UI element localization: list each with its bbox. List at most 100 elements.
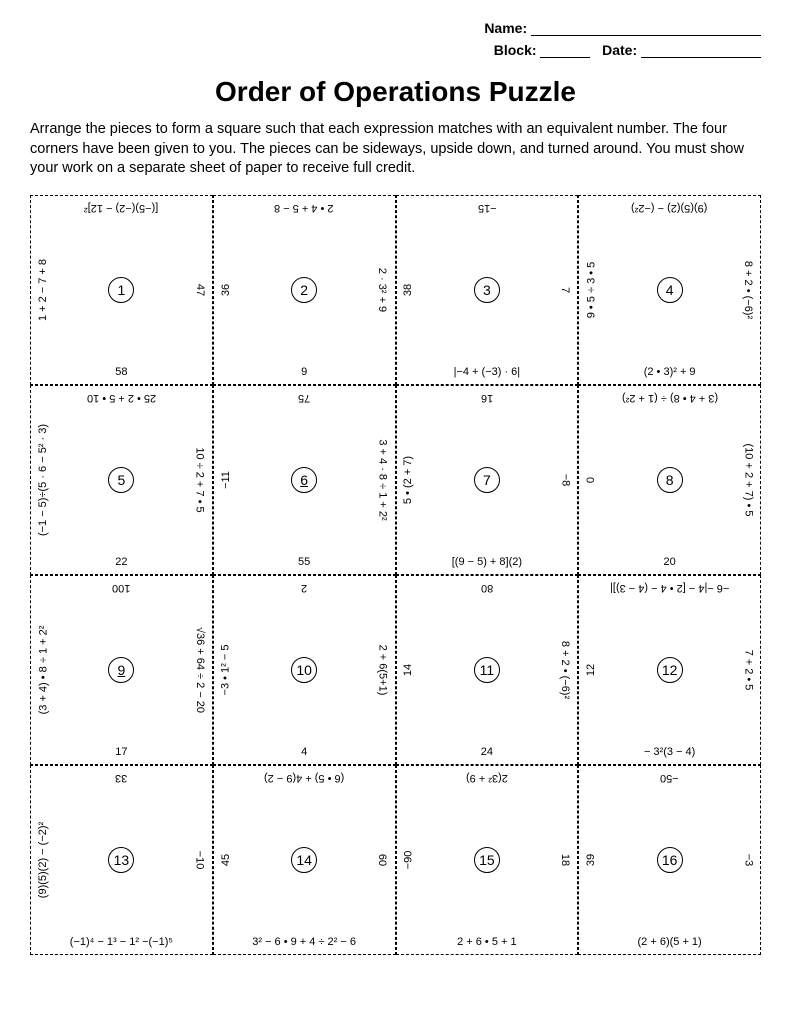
piece-edge-bottom: (2 • 3)² + 9 [579,360,760,384]
piece-edge-right: 2 · 3² + 9 [371,196,395,384]
piece-edge-right: −10 [188,766,212,954]
piece-number: 10 [291,657,317,683]
piece-edge-top: [(−5)(−2) − 12]² [31,196,212,220]
piece-edge-left: −11 [214,386,238,574]
puzzle-piece-4: 4 (9)(5)(2) − (−2²)8 + 2 • (−6)²(2 • 3)² … [578,195,761,385]
piece-edge-left: 14 [397,576,421,764]
piece-edge-left: (3 + 4) • 8 ÷ 1 + 2² [31,576,55,764]
puzzle-piece-15: 15 2(3² + 9)182 + 6 • 5 + 1−90 [396,765,579,955]
piece-edge-bottom: 4 [214,740,395,764]
block-date-line: Block: Date: [30,42,761,58]
piece-edge-left: −90 [397,766,421,954]
piece-edge-left: 36 [214,196,238,384]
piece-number: 4 [657,277,683,303]
piece-edge-bottom: (−1)⁴ − 1³ − 1² −(−1)⁵ [31,930,212,954]
piece-edge-bottom: 22 [31,550,212,574]
puzzle-piece-11: 11 808 + 2 • (−6)²2414 [396,575,579,765]
piece-number: 9 [108,657,134,683]
piece-edge-left: −3 • 1² − 5 [214,576,238,764]
piece-number: 7 [474,467,500,493]
piece-edge-left: 39 [579,766,603,954]
piece-edge-top: (6 • 5) + 4(9 − 2) [214,766,395,790]
piece-edge-left: 1 + 2 − 7 + 8 [31,196,55,384]
piece-edge-right: 10 ÷ 2 + 7 • 5 [188,386,212,574]
piece-number: 13 [108,847,134,873]
puzzle-piece-5: 525 • 2 + 5 • 1010 ÷ 2 + 7 • 522(−1 − 5)… [30,385,213,575]
piece-edge-bottom: 9 [214,360,395,384]
puzzle-piece-3: 3 −157|−4 + (−3) · 6|38 [396,195,579,385]
piece-edge-right: 8 + 2 • (−6)² [553,576,577,764]
piece-edge-bottom: 24 [397,740,578,764]
piece-number: 8 [657,467,683,493]
piece-edge-bottom: [(9 − 5) + 8](2) [397,550,578,574]
piece-edge-bottom: 2 + 6 • 5 + 1 [397,930,578,954]
piece-edge-top: 75 [214,386,395,410]
puzzle-piece-10: 10 22 + 6(5+1)4−3 • 1² − 5 [213,575,396,765]
puzzle-piece-6: 6753 + 4 · 8 ÷ 1 + 2²55−11 [213,385,396,575]
instructions-text: Arrange the pieces to form a square such… [30,120,761,179]
piece-edge-left: 9 • 5 ÷ 3 • 5 [579,196,603,384]
piece-edge-bottom: 17 [31,740,212,764]
piece-edge-bottom: 3² − 6 • 9 + 4 ÷ 2² − 6 [214,930,395,954]
piece-number: 5 [108,467,134,493]
piece-edge-bottom: 20 [579,550,760,574]
piece-edge-right: −3 [736,766,760,954]
piece-number: 2 [291,277,317,303]
piece-edge-left: 38 [397,196,421,384]
piece-edge-top: 2 [214,576,395,600]
piece-number: 6 [291,467,317,493]
puzzle-piece-1: 1 [(−5)(−2) − 12]²47581 + 2 − 7 + 8 [30,195,213,385]
piece-edge-bottom: 58 [31,360,212,384]
name-blank [531,22,761,36]
piece-edge-top: −15 [397,196,578,220]
piece-edge-left: 12 [579,576,603,764]
piece-edge-right: 8 + 2 • (−6)² [736,196,760,384]
piece-edge-top: 80 [397,576,578,600]
piece-edge-right: 47 [188,196,212,384]
piece-edge-top: 100 [31,576,212,600]
date-label: Date: [602,42,637,58]
piece-edge-right: 7 + 2 • 5 [736,576,760,764]
block-blank [540,44,590,58]
piece-edge-right: 2 + 6(5+1) [371,576,395,764]
piece-edge-top: 2 • 4 + 5 − 8 [214,196,395,220]
piece-edge-bottom: 55 [214,550,395,574]
piece-edge-right: −8 [553,386,577,574]
block-label: Block: [494,42,537,58]
piece-edge-left: (9)(5)(2) − (−2)² [31,766,55,954]
piece-edge-top: (9)(5)(2) − (−2²) [579,196,760,220]
piece-edge-top: 25 • 2 + 5 • 10 [31,386,212,410]
piece-edge-top: 16 [397,386,578,410]
piece-number: 1 [108,277,134,303]
piece-edge-top: 2(3² + 9) [397,766,578,790]
piece-edge-left: 45 [214,766,238,954]
piece-edge-bottom: (2 + 6)(5 + 1) [579,930,760,954]
piece-number: 3 [474,277,500,303]
puzzle-piece-7: 716−8[(9 − 5) + 8](2)5 • (2 + 7) [396,385,579,575]
puzzle-piece-16: 16−50−3(2 + 6)(5 + 1)39 [578,765,761,955]
piece-edge-top: (3 + 4 • 8) ÷ (1 + 2²) [579,386,760,410]
piece-number: 12 [657,657,683,683]
puzzle-piece-14: 14 (6 • 5) + 4(9 − 2)603² − 6 • 9 + 4 ÷ 2… [213,765,396,955]
piece-edge-right: (10 + 2 + 7) • 5 [736,386,760,574]
piece-edge-right: 18 [553,766,577,954]
piece-edge-bottom: − 3²(3 − 4) [579,740,760,764]
puzzle-piece-13: 1333−10(−1)⁴ − 1³ − 1² −(−1)⁵(9)(5)(2) −… [30,765,213,955]
date-blank [641,44,761,58]
puzzle-piece-12: 12−6 −|4 − [2 • 4 − (4 − 3)]|7 + 2 • 5− … [578,575,761,765]
piece-edge-right: 7 [553,196,577,384]
piece-edge-top: −50 [579,766,760,790]
piece-number: 14 [291,847,317,873]
piece-edge-top: −6 −|4 − [2 • 4 − (4 − 3)]| [579,576,760,600]
puzzle-grid: 1[(−5)(−2) − 12]²47581 + 2 − 7 + 822 • 4… [30,195,761,955]
page-title: Order of Operations Puzzle [30,76,761,108]
name-line: Name: [30,20,761,36]
puzzle-piece-8: 8 (3 + 4 • 8) ÷ (1 + 2²)(10 + 2 + 7) • 52… [578,385,761,575]
puzzle-piece-2: 2 2 • 4 + 5 − 82 · 3² + 9936 [213,195,396,385]
piece-number: 11 [474,657,500,683]
piece-number: 15 [474,847,500,873]
piece-edge-bottom: |−4 + (−3) · 6| [397,360,578,384]
name-label: Name: [484,20,527,36]
puzzle-piece-9: 9100√36 + 64 ÷ 2 − 2017(3 + 4) • 8 ÷ 1 +… [30,575,213,765]
piece-edge-right: 60 [371,766,395,954]
